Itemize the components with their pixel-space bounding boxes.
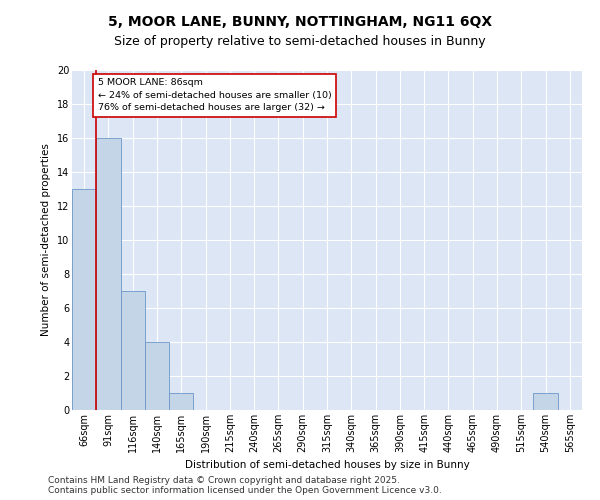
Bar <box>121 291 145 410</box>
Text: Size of property relative to semi-detached houses in Bunny: Size of property relative to semi-detach… <box>114 35 486 48</box>
X-axis label: Distribution of semi-detached houses by size in Bunny: Distribution of semi-detached houses by … <box>185 460 469 470</box>
Text: 5 MOOR LANE: 86sqm
← 24% of semi-detached houses are smaller (10)
76% of semi-de: 5 MOOR LANE: 86sqm ← 24% of semi-detache… <box>97 78 331 112</box>
Bar <box>96 138 121 410</box>
Bar <box>72 189 96 410</box>
Text: Contains HM Land Registry data © Crown copyright and database right 2025.
Contai: Contains HM Land Registry data © Crown c… <box>48 476 442 495</box>
Bar <box>145 342 169 410</box>
Text: 5, MOOR LANE, BUNNY, NOTTINGHAM, NG11 6QX: 5, MOOR LANE, BUNNY, NOTTINGHAM, NG11 6Q… <box>108 15 492 29</box>
Bar <box>533 393 558 410</box>
Bar <box>169 393 193 410</box>
Y-axis label: Number of semi-detached properties: Number of semi-detached properties <box>41 144 51 336</box>
